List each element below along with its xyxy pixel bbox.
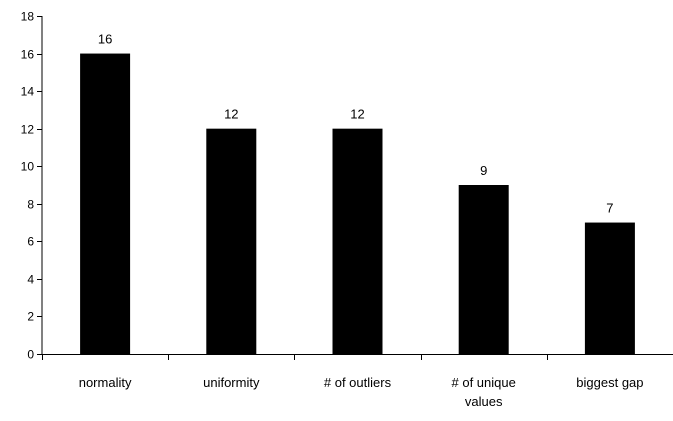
x-tick-label-line: # of unique bbox=[452, 375, 516, 390]
y-tick-label: 10 bbox=[21, 160, 35, 174]
x-tick-label: biggest gap bbox=[576, 375, 643, 390]
x-tick-label-line: biggest gap bbox=[576, 375, 643, 390]
bar bbox=[332, 128, 383, 354]
data-label: 16 bbox=[98, 32, 112, 47]
bar bbox=[206, 128, 257, 354]
y-tick-label: 8 bbox=[27, 198, 34, 212]
y-axis: 0 2 4 6 8 10 12 14 16 18 bbox=[21, 10, 43, 362]
y-tick-label: 18 bbox=[21, 10, 35, 24]
x-tick-label-line: # of outliers bbox=[324, 375, 392, 390]
y-tick-label: 16 bbox=[21, 48, 35, 62]
y-tick-label: 0 bbox=[27, 348, 34, 362]
x-tick-label-line: normality bbox=[79, 375, 132, 390]
bars bbox=[80, 53, 635, 355]
x-tick-label-line: values bbox=[465, 394, 503, 409]
y-tick-label: 6 bbox=[27, 235, 34, 249]
bar bbox=[80, 53, 131, 355]
y-tick-label: 12 bbox=[21, 123, 35, 137]
x-tick-label: # of outliers bbox=[324, 375, 392, 390]
data-label: 7 bbox=[606, 201, 613, 216]
bar bbox=[584, 222, 635, 354]
y-tick-label: 14 bbox=[21, 85, 35, 99]
x-tick-label: # of unique values bbox=[452, 375, 516, 409]
x-tick-label: uniformity bbox=[203, 375, 260, 390]
data-label: 12 bbox=[224, 107, 238, 122]
x-axis: normality uniformity # of outliers # of uni… bbox=[42, 354, 673, 409]
y-tick-label: 2 bbox=[27, 310, 34, 324]
x-tick-label: normality bbox=[79, 375, 132, 390]
data-label: 12 bbox=[350, 107, 364, 122]
data-labels: 16 12 12 9 7 bbox=[98, 32, 614, 216]
y-tick-label: 4 bbox=[27, 273, 34, 287]
x-tick-label-line: uniformity bbox=[203, 375, 260, 390]
data-label: 9 bbox=[480, 163, 487, 178]
bar bbox=[458, 185, 509, 354]
